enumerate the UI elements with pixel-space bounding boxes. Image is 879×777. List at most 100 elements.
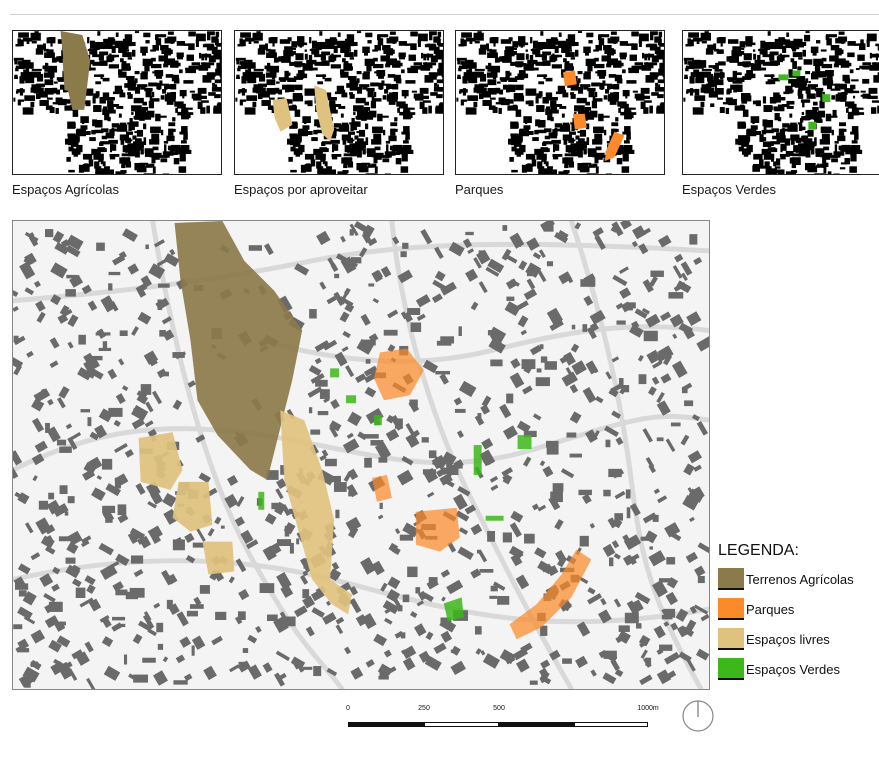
building: [353, 221, 367, 232]
building: [78, 334, 86, 345]
building: [538, 91, 543, 97]
building: [330, 139, 340, 144]
building: [186, 610, 198, 617]
building: [594, 235, 606, 251]
building: [147, 628, 157, 637]
building: [572, 85, 577, 89]
building: [613, 598, 622, 608]
building: [595, 166, 599, 174]
building: [351, 126, 357, 131]
building: [206, 72, 215, 80]
building: [792, 61, 797, 69]
building: [133, 674, 149, 683]
building: [255, 625, 262, 633]
building: [166, 98, 174, 105]
building: [383, 649, 392, 658]
building: [64, 105, 75, 111]
building: [513, 41, 517, 46]
building: [329, 100, 336, 107]
building: [172, 352, 185, 358]
building: [543, 148, 550, 153]
building: [211, 635, 223, 646]
building: [536, 105, 545, 112]
building: [614, 513, 624, 521]
building: [56, 635, 71, 648]
building: [397, 269, 413, 284]
building: [364, 372, 378, 383]
building: [365, 137, 369, 146]
building: [562, 658, 572, 664]
building: [370, 440, 384, 446]
building: [44, 88, 54, 95]
building: [168, 128, 174, 136]
building: [834, 144, 838, 153]
building: [662, 354, 673, 366]
building: [705, 48, 714, 55]
building: [67, 530, 83, 546]
building: [185, 67, 189, 71]
building: [558, 230, 569, 238]
building: [608, 74, 617, 78]
building: [287, 37, 292, 42]
building: [49, 71, 54, 80]
building: [458, 44, 465, 47]
building: [462, 238, 473, 249]
building: [348, 66, 353, 71]
building: [156, 71, 162, 79]
building: [598, 649, 608, 659]
building: [77, 367, 93, 381]
building: [183, 673, 193, 682]
scale-segment-2: [424, 722, 499, 727]
building: [110, 128, 121, 132]
building: [335, 616, 345, 625]
building: [240, 32, 251, 38]
building: [362, 86, 368, 90]
building: [732, 46, 742, 53]
building: [176, 611, 189, 627]
building: [510, 121, 519, 129]
building: [46, 426, 61, 443]
building: [571, 149, 577, 153]
building: [567, 83, 573, 88]
building: [335, 624, 344, 635]
building: [238, 588, 250, 601]
building: [439, 102, 443, 107]
building: [407, 67, 411, 71]
building: [480, 44, 489, 50]
building: [577, 31, 583, 34]
building: [311, 48, 317, 55]
building: [121, 157, 131, 166]
building: [822, 71, 832, 74]
building: [386, 94, 398, 101]
building: [100, 168, 107, 174]
building: [49, 337, 60, 349]
building: [826, 38, 832, 46]
building: [564, 153, 573, 157]
building: [730, 84, 740, 90]
building: [343, 157, 353, 166]
building: [583, 46, 591, 53]
building: [384, 151, 396, 156]
building: [302, 595, 316, 609]
building: [118, 45, 127, 53]
building: [854, 133, 859, 140]
building: [311, 137, 318, 142]
building: [587, 587, 596, 595]
building: [523, 67, 528, 70]
building: [214, 84, 218, 88]
building: [658, 31, 663, 38]
building: [529, 54, 534, 62]
building: [785, 40, 795, 49]
building: [464, 59, 474, 65]
building: [262, 545, 277, 561]
building: [402, 594, 409, 601]
building: [814, 119, 823, 123]
building: [374, 166, 378, 174]
building: [622, 534, 632, 546]
building: [592, 153, 600, 158]
building: [107, 303, 116, 309]
building: [386, 144, 389, 153]
building: [151, 91, 155, 98]
building: [626, 600, 639, 616]
building: [815, 149, 821, 157]
